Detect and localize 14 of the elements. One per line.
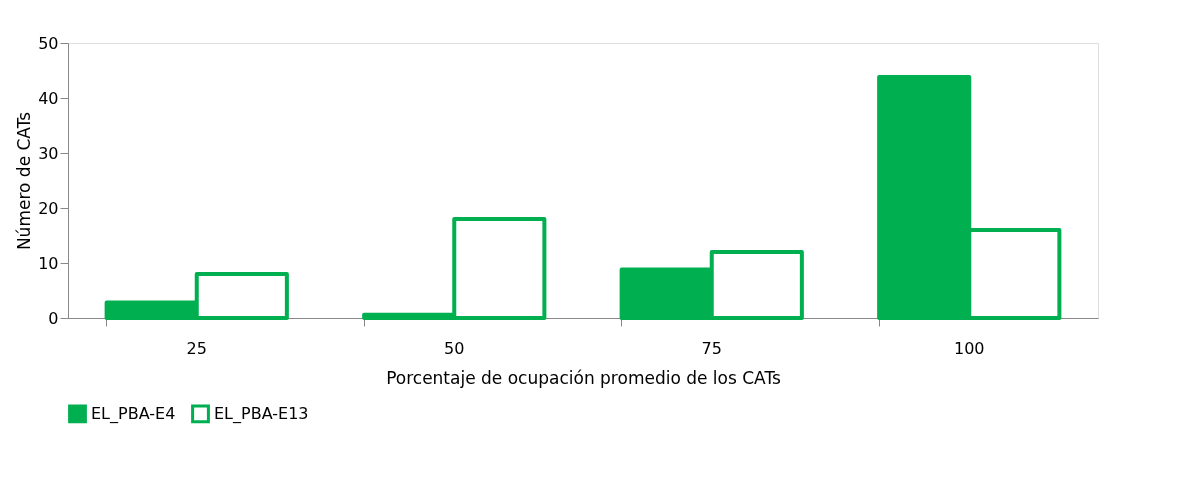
y-tick-label: 50 <box>38 33 59 53</box>
y-axis-title: Número de CATs <box>14 111 35 251</box>
y-tick-label: 30 <box>38 143 59 163</box>
y-tick-label: 10 <box>38 253 59 273</box>
x-tick-label: 25 <box>186 338 207 358</box>
x-axis-title: Porcentaje de ocupación promedio de los CATs <box>386 367 781 388</box>
y-tick-label: 0 <box>48 308 59 328</box>
x-tick-label: 100 <box>953 338 985 358</box>
legend-label: EL_PBA-E4 <box>91 403 176 424</box>
y-tick-label: 20 <box>38 198 59 218</box>
legend-label: EL_PBA-E13 <box>214 403 309 424</box>
y-tick-label: 40 <box>38 88 59 108</box>
x-tick-label: 50 <box>444 338 465 358</box>
x-tick-label: 75 <box>701 338 722 358</box>
